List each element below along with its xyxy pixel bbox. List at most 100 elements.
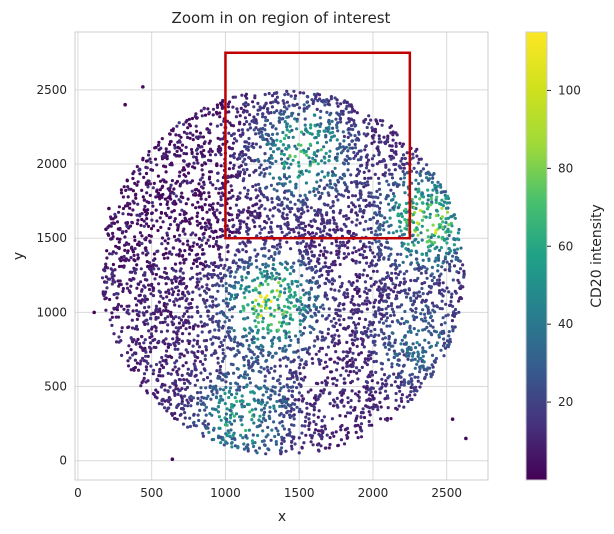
- scatter-point: [165, 362, 169, 366]
- scatter-point: [220, 181, 224, 185]
- scatter-point: [176, 347, 180, 351]
- scatter-point: [251, 100, 255, 104]
- scatter-point: [335, 101, 339, 105]
- scatter-point: [227, 395, 231, 400]
- scatter-point: [283, 110, 287, 114]
- scatter-point: [195, 158, 199, 162]
- scatter-point: [377, 251, 381, 255]
- scatter-point: [390, 172, 394, 176]
- scatter-point: [370, 379, 374, 383]
- scatter-point: [163, 383, 167, 387]
- scatter-point: [346, 168, 350, 172]
- scatter-point: [344, 414, 348, 418]
- scatter-point: [219, 153, 223, 157]
- scatter-point: [282, 165, 286, 169]
- scatter-point: [403, 380, 407, 384]
- scatter-point: [254, 132, 258, 136]
- scatter-point: [256, 157, 260, 162]
- scatter-point: [331, 324, 335, 328]
- scatter-point: [241, 399, 245, 404]
- scatter-point: [296, 175, 300, 179]
- scatter-point: [285, 189, 290, 193]
- scatter-point: [380, 123, 384, 127]
- scatter-point: [403, 156, 407, 161]
- scatter-point: [230, 393, 234, 397]
- scatter-point: [298, 362, 302, 367]
- scatter-point: [269, 111, 273, 115]
- scatter-point: [352, 302, 356, 306]
- scatter-point: [210, 275, 214, 279]
- scatter-point: [302, 107, 306, 111]
- scatter-point: [329, 370, 333, 374]
- scatter-point: [367, 240, 371, 245]
- scatter-point: [312, 402, 316, 406]
- scatter-point: [338, 323, 342, 327]
- scatter-point: [147, 149, 151, 154]
- scatter-point: [149, 227, 154, 231]
- scatter-point: [389, 417, 393, 421]
- scatter-point: [420, 224, 424, 228]
- scatter-point: [247, 285, 251, 289]
- scatter-point: [369, 329, 373, 333]
- scatter-point: [133, 238, 137, 242]
- scatter-point: [184, 306, 188, 310]
- scatter-point: [287, 335, 291, 339]
- scatter-point: [248, 126, 253, 130]
- scatter-point: [135, 317, 139, 321]
- scatter-point: [146, 354, 150, 358]
- scatter-point: [330, 282, 334, 286]
- scatter-point: [389, 131, 393, 135]
- scatter-point: [439, 323, 444, 327]
- scatter-point: [390, 271, 394, 275]
- scatter-point: [156, 228, 160, 233]
- scatter-point: [129, 368, 133, 372]
- scatter-point: [184, 348, 188, 352]
- scatter-point: [347, 280, 351, 284]
- scatter-point: [221, 438, 225, 442]
- scatter-point: [196, 200, 200, 204]
- scatter-point: [403, 309, 407, 314]
- scatter-point: [232, 340, 237, 344]
- scatter-point: [260, 408, 264, 412]
- scatter-point: [162, 309, 166, 313]
- scatter-point: [137, 310, 141, 314]
- scatter-point: [415, 362, 419, 366]
- scatter-point: [388, 154, 392, 158]
- scatter-point: [382, 373, 387, 377]
- scatter-point: [384, 197, 388, 201]
- scatter-point: [319, 249, 323, 253]
- scatter-point: [397, 203, 402, 207]
- scatter-point: [378, 222, 382, 227]
- scatter-point: [229, 123, 233, 127]
- scatter-point: [393, 341, 397, 345]
- scatter-point: [292, 230, 296, 234]
- scatter-point: [414, 195, 418, 199]
- scatter-point: [433, 240, 437, 245]
- scatter-point: [278, 381, 282, 386]
- scatter-point: [135, 213, 139, 217]
- scatter-point: [276, 303, 280, 307]
- scatter-point: [394, 294, 399, 298]
- scatter-point: [349, 398, 353, 403]
- scatter-point: [365, 163, 369, 167]
- scatter-point: [373, 298, 378, 302]
- scatter-point: [216, 171, 220, 175]
- scatter-point: [293, 96, 297, 101]
- scatter-point: [173, 146, 177, 150]
- scatter-point: [350, 329, 355, 333]
- scatter-point: [320, 335, 325, 339]
- scatter-point: [203, 408, 207, 412]
- scatter-point: [151, 186, 155, 190]
- scatter-point: [378, 206, 382, 210]
- scatter-point: [135, 327, 140, 331]
- scatter-point: [230, 402, 234, 407]
- scatter-point: [104, 265, 108, 269]
- scatter-point: [448, 265, 452, 269]
- scatter-point: [211, 320, 215, 324]
- scatter-point: [365, 363, 369, 367]
- scatter-point: [264, 300, 268, 304]
- scatter-point: [292, 350, 296, 354]
- scatter-point: [297, 436, 301, 440]
- scatter-point: [247, 366, 251, 370]
- scatter-point: [358, 425, 362, 429]
